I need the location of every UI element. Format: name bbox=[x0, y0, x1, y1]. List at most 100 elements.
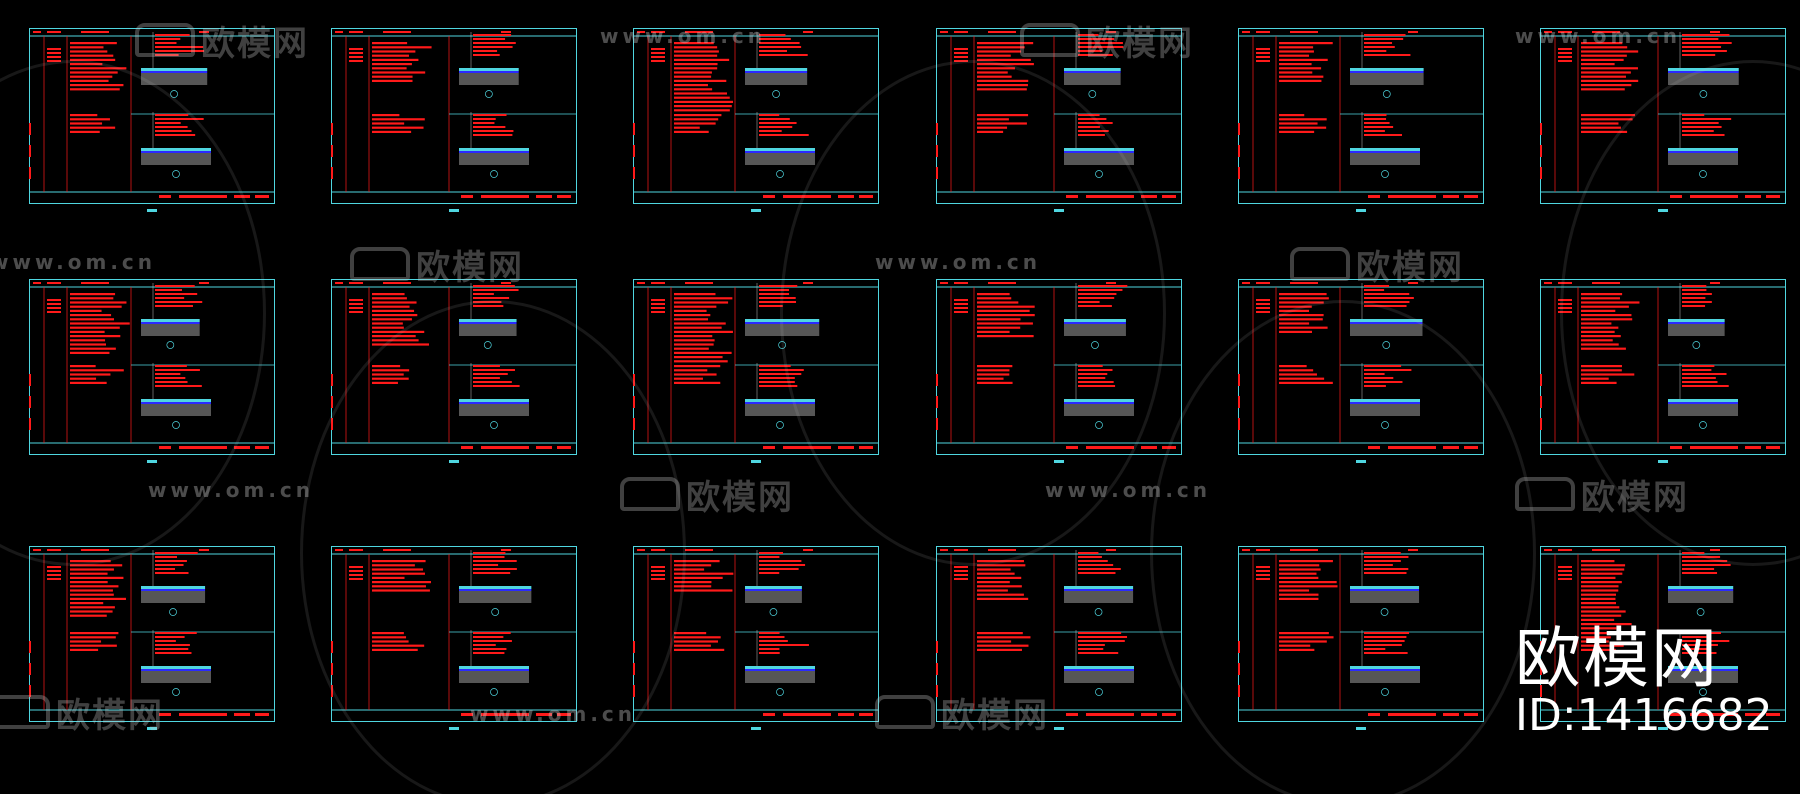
sheet-border bbox=[1238, 28, 1484, 204]
leader-annotation bbox=[155, 636, 185, 638]
leader-annotation bbox=[759, 54, 808, 56]
spec-text-line bbox=[674, 343, 714, 346]
leader-annotation bbox=[155, 568, 176, 570]
leader-annotation bbox=[759, 365, 791, 367]
spec-text-line bbox=[1581, 597, 1616, 600]
spec-text-line bbox=[674, 42, 714, 45]
material-label bbox=[1256, 307, 1270, 309]
spec-text-line bbox=[1581, 114, 1636, 117]
leader-annotation bbox=[473, 54, 500, 56]
leader-annotation bbox=[759, 632, 780, 634]
header-label bbox=[1256, 31, 1270, 33]
spec-text-line bbox=[674, 46, 718, 49]
finish-layer bbox=[1064, 586, 1134, 589]
spec-text-line bbox=[1581, 130, 1628, 133]
spec-text-line bbox=[372, 126, 424, 129]
material-label bbox=[47, 566, 61, 568]
concrete-hatch bbox=[1668, 671, 1738, 683]
leader-annotation bbox=[1078, 556, 1102, 558]
material-label bbox=[954, 48, 968, 50]
leader-annotation bbox=[155, 560, 187, 562]
header-label bbox=[988, 31, 1016, 33]
spec-text-line bbox=[372, 71, 426, 74]
spec-text-line bbox=[372, 297, 407, 300]
leader-annotation bbox=[759, 640, 788, 642]
leader-annotation bbox=[1364, 50, 1387, 52]
spec-text-line bbox=[674, 576, 723, 579]
sheet-scale-mark bbox=[449, 209, 459, 212]
spec-text-line bbox=[977, 572, 1015, 575]
detail-number-bubble bbox=[776, 421, 784, 429]
spec-text-line bbox=[1581, 610, 1626, 613]
sheet-scale-mark bbox=[1054, 727, 1064, 730]
spec-text-line bbox=[1581, 58, 1624, 61]
leader-annotation bbox=[1682, 50, 1727, 52]
spec-text-line bbox=[1581, 126, 1621, 129]
spec-text-line bbox=[1279, 71, 1313, 74]
header-label bbox=[954, 31, 968, 33]
spec-text-line bbox=[372, 118, 425, 121]
spec-text-line bbox=[1581, 581, 1622, 584]
spec-text-line bbox=[674, 648, 725, 651]
spec-text-line bbox=[674, 318, 709, 321]
header-label bbox=[637, 31, 645, 33]
spec-text-line bbox=[372, 309, 415, 312]
leader-annotation bbox=[759, 34, 786, 36]
spec-text-line bbox=[70, 589, 113, 592]
title-block-text bbox=[859, 713, 873, 716]
title-block-text bbox=[783, 713, 831, 716]
spec-text-line bbox=[1581, 42, 1623, 45]
sheet-scale-mark bbox=[147, 727, 157, 730]
finish-layer bbox=[1668, 666, 1738, 669]
watermark-logo: 欧模网 bbox=[1290, 240, 1464, 289]
spec-text-line bbox=[674, 105, 732, 108]
detail-number-bubble bbox=[1382, 90, 1391, 98]
spec-text-line bbox=[1581, 614, 1622, 617]
spec-text-line bbox=[70, 42, 117, 45]
spec-text-line bbox=[674, 589, 733, 592]
detail-number-bubble bbox=[1095, 688, 1103, 696]
sofa-logo-icon bbox=[875, 695, 935, 729]
leader-annotation bbox=[759, 636, 785, 638]
spec-text-line bbox=[70, 614, 107, 617]
spec-text-line bbox=[1279, 79, 1322, 82]
leader-annotation bbox=[759, 38, 791, 40]
title-block-text bbox=[159, 713, 171, 716]
spec-text-line bbox=[70, 597, 126, 600]
sheet-svg bbox=[633, 28, 879, 212]
material-label bbox=[954, 52, 968, 54]
revision-marker bbox=[331, 396, 333, 408]
leader-annotation bbox=[1078, 644, 1105, 646]
spec-text-line bbox=[1581, 122, 1619, 125]
finish-layer bbox=[745, 666, 815, 669]
material-label bbox=[954, 570, 968, 572]
leader-annotation bbox=[759, 50, 788, 52]
leader-annotation bbox=[759, 297, 796, 299]
membrane-layer bbox=[459, 71, 519, 73]
spec-text-line bbox=[674, 122, 716, 125]
spec-text-line bbox=[674, 560, 720, 563]
spec-text-line bbox=[70, 46, 104, 49]
finish-layer bbox=[1350, 148, 1420, 151]
leader-annotation bbox=[1682, 564, 1731, 566]
header-label bbox=[335, 31, 343, 33]
leader-annotation bbox=[1364, 34, 1406, 36]
revision-marker bbox=[1540, 418, 1542, 430]
finish-layer bbox=[141, 68, 208, 71]
spec-text-line bbox=[674, 305, 717, 308]
leader-annotation bbox=[155, 552, 198, 554]
material-label bbox=[651, 56, 665, 58]
material-label bbox=[47, 52, 61, 54]
spec-text-line bbox=[372, 305, 410, 308]
leader-annotation bbox=[155, 644, 190, 646]
leader-annotation bbox=[1078, 50, 1103, 52]
leader-annotation bbox=[473, 34, 512, 36]
membrane-layer bbox=[745, 151, 815, 153]
leader-annotation bbox=[473, 46, 513, 48]
spec-text-line bbox=[1581, 640, 1609, 643]
material-label bbox=[1558, 570, 1572, 572]
watermark-logo-text: 欧模网 bbox=[201, 24, 309, 64]
watermark-logo-text: 欧模网 bbox=[56, 696, 164, 736]
header-label bbox=[1544, 549, 1552, 551]
material-label bbox=[47, 48, 61, 50]
